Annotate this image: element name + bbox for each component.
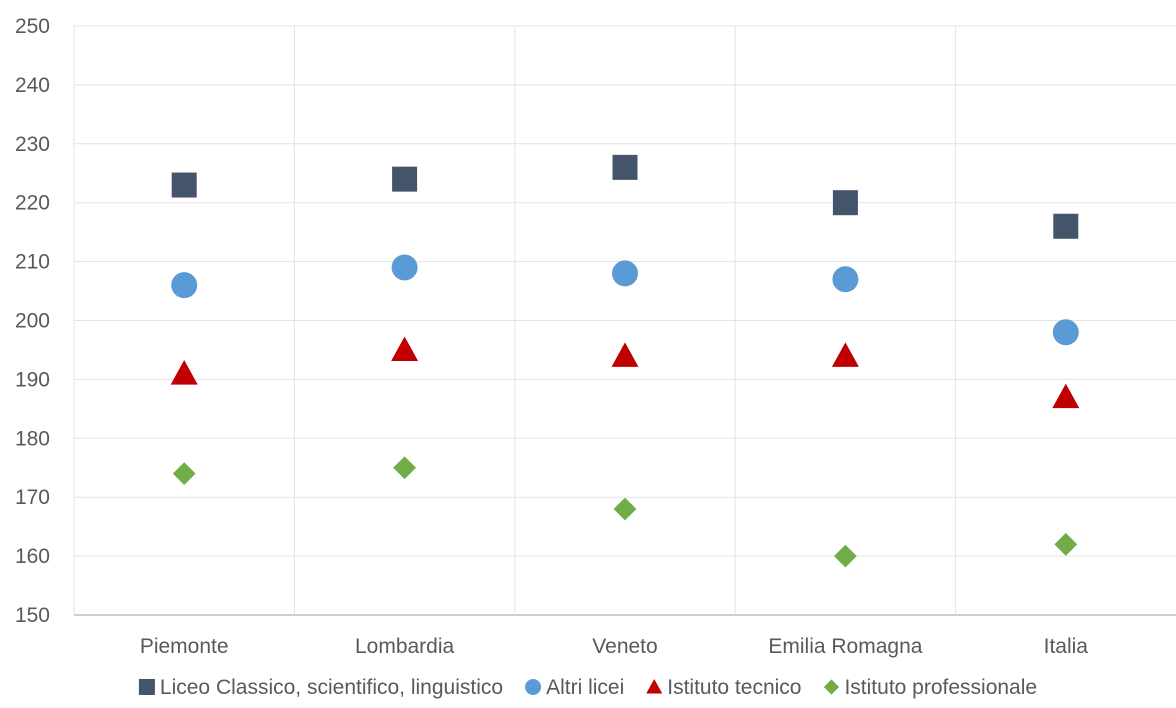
y-tick-label: 190: [15, 368, 50, 391]
x-tick-label-piemonte: Piemonte: [140, 635, 229, 658]
legend-label-liceo-classico-scientifico-linguistico: Liceo Classico, scientifico, linguistico: [160, 676, 503, 699]
x-tick-label-lombardia: Lombardia: [355, 635, 455, 658]
point-istituto-professionale-lombardia: [393, 456, 416, 480]
legend-marker-istituto-professionale: [823, 679, 840, 695]
y-tick-label: 240: [15, 74, 50, 97]
point-altri-licei-veneto: [612, 260, 638, 287]
point-liceo-classico-scientifico-linguistico-italia: [1053, 213, 1079, 239]
legend-label-istituto-tecnico: Istituto tecnico: [667, 676, 801, 699]
y-tick-label: 230: [15, 133, 50, 156]
legend-label-altri-licei: Altri licei: [546, 676, 624, 699]
legend: Liceo Classico, scientifico, linguistico…: [138, 676, 1037, 699]
point-altri-licei-lombardia: [391, 254, 418, 281]
y-tick-label: 200: [15, 310, 50, 333]
legend-marker-altri-licei: [525, 679, 542, 695]
point-liceo-classico-scientifico-linguistico-lombardia: [392, 166, 418, 192]
y-tick-label: 160: [15, 545, 50, 568]
point-istituto-tecnico-italia: [1052, 383, 1080, 409]
y-axis: 150 160 170 180 190 200 210 220 230 240 250: [15, 15, 50, 627]
legend-marker-liceo-classico-scientifico-linguistico: [138, 679, 155, 695]
y-tick-label: 210: [15, 251, 50, 274]
point-altri-licei-emilia-romagna: [832, 266, 859, 293]
y-tick-label: 220: [15, 192, 50, 215]
point-istituto-tecnico-emilia-romagna: [831, 342, 859, 367]
point-istituto-tecnico-lombardia: [391, 336, 419, 362]
x-axis: Piemonte Lombardia Veneto Emilia Romagna Ita…: [140, 635, 1088, 658]
y-tick-label: 250: [15, 15, 50, 38]
legend-label-istituto-professionale: Istituto professionale: [844, 676, 1037, 699]
point-liceo-classico-scientifico-linguistico-piemonte: [171, 172, 197, 198]
point-istituto-tecnico-piemonte: [170, 360, 198, 385]
point-istituto-professionale-piemonte: [172, 462, 196, 486]
x-tick-label-veneto: Veneto: [592, 635, 657, 658]
point-altri-licei-italia: [1052, 319, 1079, 346]
y-tick-label: 180: [15, 427, 50, 450]
grid-lines: [73, 25, 1176, 616]
data-points: [170, 154, 1080, 568]
point-liceo-classico-scientifico-linguistico-veneto: [612, 154, 638, 180]
legend-marker-istituto-tecnico: [646, 679, 663, 694]
point-altri-licei-piemonte: [171, 272, 198, 299]
y-tick-label: 170: [15, 486, 50, 509]
point-istituto-professionale-veneto: [613, 497, 637, 521]
y-tick-label: 150: [15, 604, 50, 627]
x-tick-label-emilia-romagna: Emilia Romagna: [768, 635, 922, 658]
point-liceo-classico-scientifico-linguistico-emilia-romagna: [832, 190, 858, 216]
point-istituto-professionale-emilia-romagna: [834, 544, 857, 568]
x-tick-label-italia: Italia: [1044, 635, 1089, 658]
point-istituto-tecnico-veneto: [611, 342, 639, 367]
point-istituto-professionale-italia: [1054, 532, 1078, 556]
